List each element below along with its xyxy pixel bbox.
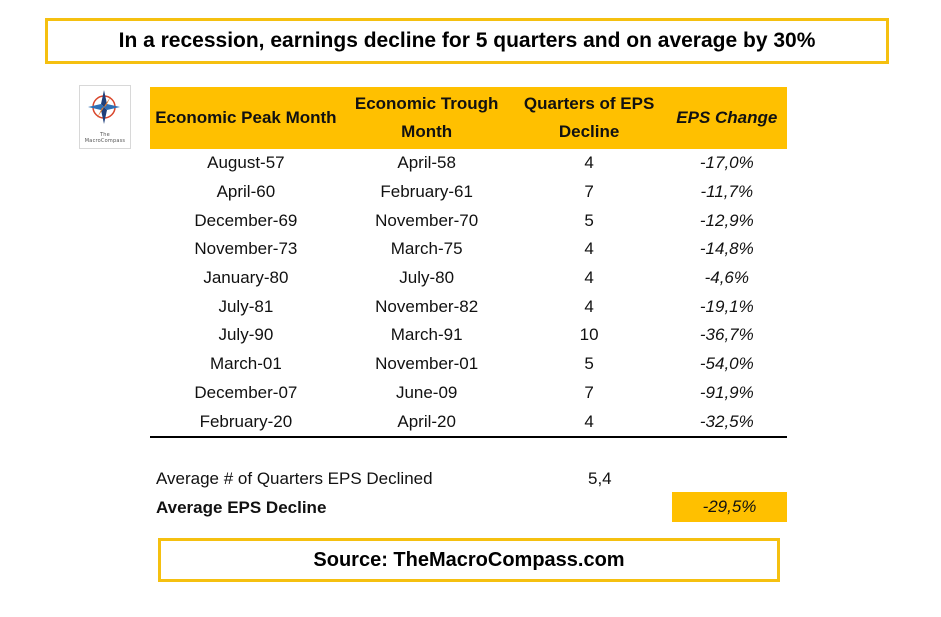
peak-month-cell: April-60 bbox=[216, 182, 276, 202]
peak-month-cell: December-07 bbox=[194, 382, 298, 402]
avg-quarters-label: Average # of Quarters EPS Declined bbox=[156, 469, 433, 488]
header-eps-change: EPS Change bbox=[666, 87, 787, 149]
table-row: July-81 November-82 4 -19,1% bbox=[150, 292, 787, 321]
header-trough-month: Economic Trough Month bbox=[341, 87, 512, 149]
source-box: Source: TheMacroCompass.com bbox=[158, 538, 780, 582]
title-box: In a recession, earnings decline for 5 q… bbox=[45, 18, 889, 64]
eps-change-cell: -17,0% bbox=[699, 153, 754, 173]
peak-month-cell: February-20 bbox=[150, 407, 342, 438]
quarters-cell: 7 bbox=[584, 382, 594, 402]
trough-month-cell: November-70 bbox=[375, 210, 479, 230]
eps-table: Economic Peak Month Economic Trough Mont… bbox=[150, 87, 787, 438]
peak-month-cell: August-57 bbox=[207, 153, 285, 173]
eps-change-cell: -36,7% bbox=[699, 325, 754, 345]
table-row: July-90 March-91 10 -36,7% bbox=[150, 321, 787, 350]
trough-month-cell: March-91 bbox=[390, 325, 463, 345]
eps-change-cell: -12,9% bbox=[699, 210, 754, 230]
eps-change-cell: -14,8% bbox=[699, 239, 754, 259]
eps-change-cell: -4,6% bbox=[704, 268, 750, 288]
quarters-cell: 4 bbox=[584, 239, 594, 259]
table-header-row: Economic Peak Month Economic Trough Mont… bbox=[150, 87, 787, 149]
avg-eps-value: -29,5% bbox=[672, 492, 787, 522]
trough-month-cell: June-09 bbox=[395, 382, 458, 402]
eps-change-cell: -91,9% bbox=[699, 382, 754, 402]
peak-month-cell: March-01 bbox=[209, 354, 282, 374]
trough-month-cell: July-80 bbox=[399, 268, 455, 288]
table-row: February-20 April-20 4 -32,5% bbox=[150, 407, 787, 438]
table-row: December-69 November-70 5 -12,9% bbox=[150, 206, 787, 235]
eps-change-cell: -54,0% bbox=[699, 354, 754, 374]
peak-month-cell: July-90 bbox=[218, 325, 274, 345]
peak-month-cell: January-80 bbox=[203, 268, 289, 288]
avg-eps-label: Average EPS Decline bbox=[156, 498, 327, 517]
source-text: Source: TheMacroCompass.com bbox=[313, 548, 625, 571]
trough-month-cell: April-20 bbox=[341, 407, 512, 438]
eps-change-cell: -32,5% bbox=[666, 407, 787, 438]
avg-quarters-value: 5,4 bbox=[588, 469, 612, 488]
trough-month-cell: April-58 bbox=[397, 153, 456, 173]
table-row: April-60 February-61 7 -11,7% bbox=[150, 178, 787, 207]
header-peak-month: Economic Peak Month bbox=[150, 87, 342, 149]
peak-month-cell: December-69 bbox=[194, 210, 298, 230]
quarters-cell: 10 bbox=[579, 325, 599, 345]
trough-month-cell: March-75 bbox=[390, 239, 463, 259]
table-row: March-01 November-01 5 -54,0% bbox=[150, 350, 787, 379]
eps-change-cell: -19,1% bbox=[699, 296, 754, 316]
quarters-cell: 4 bbox=[584, 296, 594, 316]
logo: The MacroCompass bbox=[79, 85, 131, 149]
quarters-cell: 4 bbox=[584, 268, 594, 288]
quarters-cell: 5 bbox=[584, 354, 594, 374]
eps-change-cell: -11,7% bbox=[700, 182, 754, 202]
quarters-cell: 4 bbox=[584, 153, 594, 173]
table-row: August-57 April-58 4 -17,0% bbox=[150, 149, 787, 178]
table-row: November-73 March-75 4 -14,8% bbox=[150, 235, 787, 264]
trough-month-cell: November-01 bbox=[375, 354, 479, 374]
quarters-cell: 7 bbox=[584, 182, 594, 202]
trough-month-cell: February-61 bbox=[380, 182, 473, 202]
table-row: December-07 June-09 7 -91,9% bbox=[150, 379, 787, 408]
logo-text: The MacroCompass bbox=[84, 132, 126, 144]
quarters-cell: 4 bbox=[511, 407, 667, 438]
header-quarters: Quarters of EPS Decline bbox=[511, 87, 667, 149]
chart-title: In a recession, earnings decline for 5 q… bbox=[118, 29, 816, 52]
trough-month-cell: November-82 bbox=[375, 296, 479, 316]
compass-icon bbox=[88, 90, 120, 124]
peak-month-cell: November-73 bbox=[194, 239, 298, 259]
peak-month-cell: July-81 bbox=[218, 296, 274, 316]
table-row: January-80 July-80 4 -4,6% bbox=[150, 264, 787, 293]
quarters-cell: 5 bbox=[584, 210, 594, 230]
